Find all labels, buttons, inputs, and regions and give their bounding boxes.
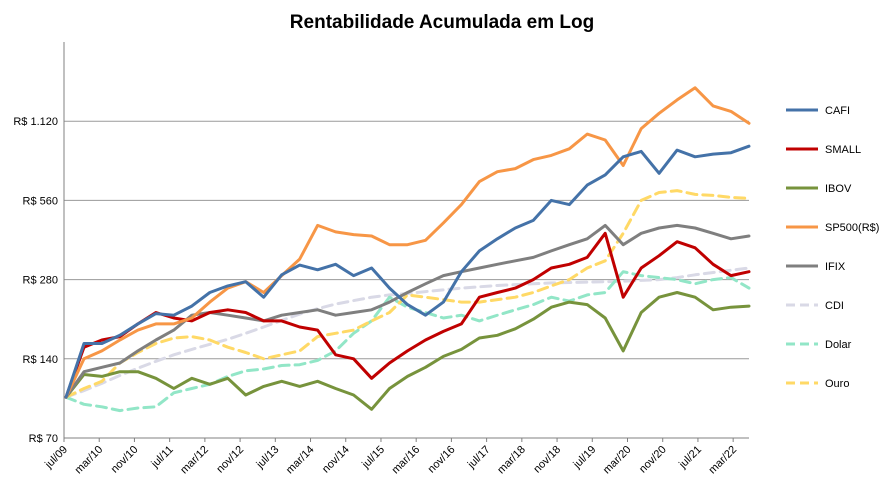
y-tick-label: R$ 70 xyxy=(29,433,58,445)
legend-item: Dolar xyxy=(786,339,852,351)
legend-label: IBOV xyxy=(825,183,852,195)
legend-label: Ouro xyxy=(825,378,849,390)
series-line-sp500-r xyxy=(64,86,751,399)
legend-label: SMALL xyxy=(825,144,861,156)
legend-item: CDI xyxy=(786,300,844,312)
y-axis-ticks: R$ 70 R$ 140 R$ 280 R$ 560 R$ 1.120 xyxy=(13,116,58,445)
legend-item: SP500(R$) xyxy=(786,222,879,234)
legend-item: IBOV xyxy=(786,183,852,195)
legend-item: Ouro xyxy=(786,378,849,390)
y-tick-label: R$ 1.120 xyxy=(13,116,58,128)
series-line-ouro xyxy=(64,189,751,399)
series-line-small xyxy=(64,231,751,399)
axes xyxy=(63,42,749,439)
series-line-dolar xyxy=(64,270,751,413)
series-lines xyxy=(64,86,751,413)
series-line-ifix xyxy=(64,223,751,399)
chart-title: Rentabilidade Acumulada em Log xyxy=(290,12,594,33)
legend-label: CAFI xyxy=(825,105,850,117)
legend: CAFI SMALL IBOV SP500(R$) IFIX CDI Dolar Ouro xyxy=(786,105,879,390)
legend-item: SMALL xyxy=(786,144,861,156)
legend-label: Dolar xyxy=(825,339,852,351)
series-line-ibov xyxy=(64,291,751,411)
y-tick-label: R$ 560 xyxy=(23,195,58,207)
y-tick-label: R$ 140 xyxy=(23,354,58,366)
legend-label: SP500(R$) xyxy=(825,222,879,234)
legend-label: IFIX xyxy=(825,261,846,273)
y-tick-label: R$ 280 xyxy=(23,275,58,287)
legend-label: CDI xyxy=(825,300,844,312)
series-line-cafi xyxy=(64,144,751,399)
legend-item: CAFI xyxy=(786,105,850,117)
legend-item: IFIX xyxy=(786,261,846,273)
